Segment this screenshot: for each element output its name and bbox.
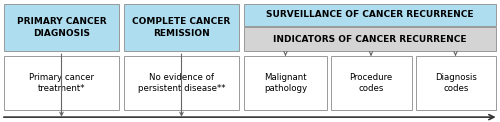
FancyBboxPatch shape — [330, 56, 412, 110]
FancyBboxPatch shape — [124, 56, 239, 110]
Text: No evidence of
persistent disease**: No evidence of persistent disease** — [138, 73, 225, 93]
FancyBboxPatch shape — [244, 4, 496, 26]
FancyBboxPatch shape — [124, 4, 239, 51]
FancyBboxPatch shape — [244, 27, 496, 51]
FancyBboxPatch shape — [4, 4, 119, 51]
Text: SURVEILLANCE OF CANCER RECURRENCE: SURVEILLANCE OF CANCER RECURRENCE — [266, 10, 474, 19]
Text: PRIMARY CANCER
DIAGNOSIS: PRIMARY CANCER DIAGNOSIS — [16, 17, 106, 37]
FancyBboxPatch shape — [244, 56, 327, 110]
Text: Primary cancer
treatment*: Primary cancer treatment* — [29, 73, 94, 93]
Text: Procedure
codes: Procedure codes — [350, 73, 393, 93]
FancyBboxPatch shape — [4, 56, 119, 110]
Text: INDICATORS OF CANCER RECURRENCE: INDICATORS OF CANCER RECURRENCE — [273, 35, 467, 44]
FancyBboxPatch shape — [416, 56, 496, 110]
Text: Malignant
pathology: Malignant pathology — [264, 73, 307, 93]
Text: Diagnosis
codes: Diagnosis codes — [435, 73, 476, 93]
Text: COMPLETE CANCER
REMISSION: COMPLETE CANCER REMISSION — [132, 17, 230, 37]
